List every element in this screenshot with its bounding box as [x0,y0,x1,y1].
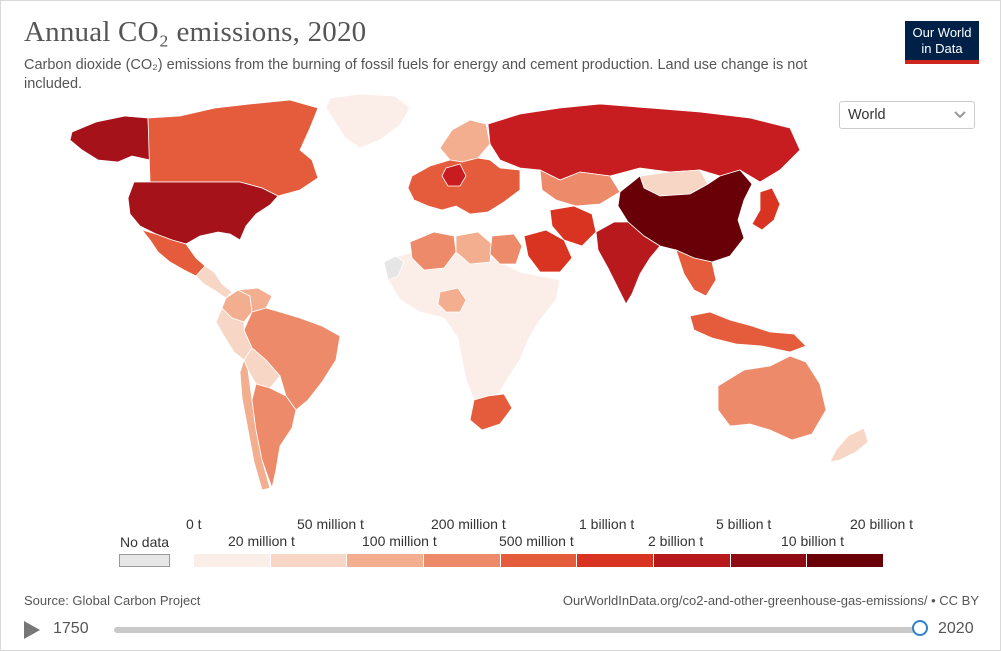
map-region-scandinavia[interactable] [439,119,491,163]
timeline-end-year: 2020 [938,620,974,637]
source-note: Source: Global Carbon Project [24,593,201,608]
map-region-nigeria[interactable] [437,287,467,313]
legend-bottom-label: 2 billion t [648,533,704,549]
logo-underline [905,60,979,64]
legend-color-bin[interactable] [577,554,653,567]
legend-color-bin[interactable] [654,554,730,567]
legend-color-bin[interactable] [347,554,423,567]
map-region-germany[interactable] [441,163,467,187]
region-select[interactable]: World [839,101,975,129]
map-region-greenland[interactable] [325,93,411,149]
map-region-kazakhstan[interactable] [539,169,621,207]
play-icon[interactable] [24,621,40,639]
color-legend: No data 0 t 50 million t 200 million t 1… [0,512,1001,572]
legend-color-bin[interactable] [194,554,270,567]
map-region-indonesia[interactable] [689,311,807,353]
page-subtitle: Carbon dioxide (CO₂) emissions from the … [24,57,808,92]
legend-bottom-label: 10 billion t [781,533,845,549]
legend-bottom-label: 20 million t [228,533,295,549]
map-region-australia[interactable] [717,355,827,441]
map-region-iran[interactable] [549,205,597,247]
map-region-japan[interactable] [751,187,781,231]
map-region-algeria[interactable] [409,231,457,271]
legend-bottom-label: 500 million t [499,533,574,549]
logo-line-1: Our World [912,25,972,40]
map-region-central-america[interactable] [195,265,233,299]
legend-color-bin[interactable] [270,554,347,567]
legend-no-data-label: No data [120,534,170,550]
legend-top-label: 50 million t [297,516,364,532]
owid-logo[interactable]: Our World in Data [905,21,979,64]
map-region-united-states[interactable] [127,181,279,245]
map-region-argentina[interactable] [251,383,297,490]
map-region-saudi-arabia[interactable] [523,229,573,273]
timeline-track[interactable] [114,627,920,633]
legend-top-label: 5 billion t [716,516,772,532]
legend-top-label: 0 t [186,516,202,532]
map-region-russia[interactable] [487,103,801,183]
page-title: Annual CO₂ emissions, 2020 [24,16,367,48]
legend-color-bin[interactable] [424,554,500,567]
timeline-handle[interactable] [912,620,928,636]
legend-top-label: 1 billion t [579,516,635,532]
timeline-slider: 1750 2020 [0,612,1001,648]
logo-line-2: in Data [921,41,963,56]
map-region-india[interactable] [595,221,661,305]
map-region-new-zealand[interactable] [829,427,869,463]
source-url-link[interactable]: OurWorldInData.org/co2-and-other-greenho… [562,593,979,608]
map-region-alaska[interactable] [69,115,151,163]
world-map [69,93,869,491]
legend-color-bin[interactable] [500,554,577,567]
legend-top-label: 20 billion t [850,516,914,532]
map-region-south-africa[interactable] [469,393,513,431]
timeline-start-year: 1750 [53,620,89,637]
map-region-egypt[interactable] [489,233,523,265]
legend-top-label: 200 million t [431,516,506,532]
legend-color-bin[interactable] [807,554,883,567]
map-region-europe[interactable] [407,157,521,215]
map-region-southeast-asia[interactable] [675,249,717,297]
legend-no-data-swatch [119,554,170,567]
map-region-western-sahara[interactable] [383,255,405,281]
legend-bottom-label: 100 million t [362,533,437,549]
legend-color-bin[interactable] [730,554,807,567]
map-region-africa-other[interactable] [387,245,561,403]
chevron-down-icon [954,111,966,119]
map-region-libya[interactable] [455,231,493,265]
region-select-value: World [848,107,886,123]
